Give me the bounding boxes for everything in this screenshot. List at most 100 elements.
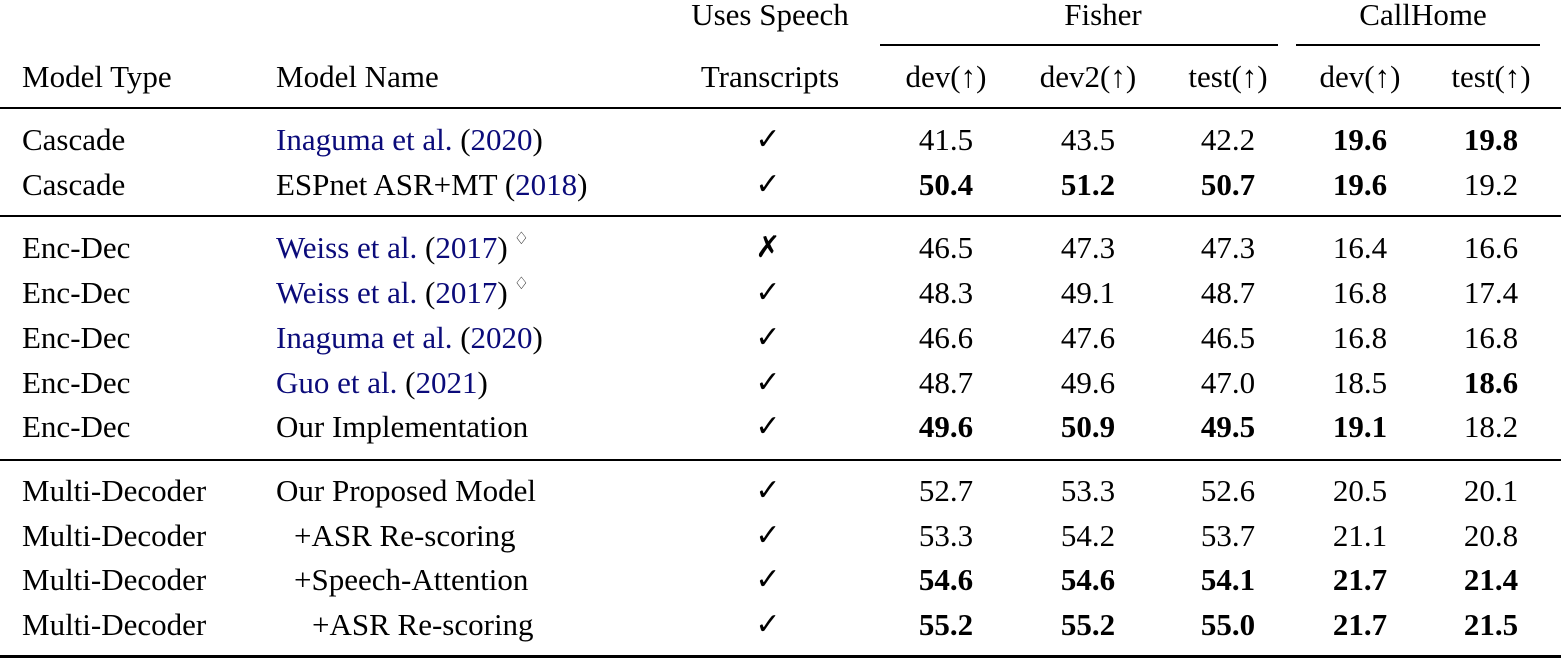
cell-fisher-dev: 48.3 bbox=[918, 275, 974, 310]
header-group-callhome: CallHome bbox=[1359, 0, 1487, 32]
cell-fisher-test: 42.2 bbox=[1200, 122, 1256, 157]
check-icon: ✓ bbox=[755, 518, 781, 553]
header-transcripts: Transcripts bbox=[700, 59, 840, 94]
cell-fisher-dev2: 47.6 bbox=[1060, 320, 1116, 355]
cell-model-type: Enc-Dec bbox=[22, 230, 131, 265]
cell-model-type: Multi-Decoder bbox=[22, 473, 207, 508]
check-icon: ✓ bbox=[755, 320, 781, 355]
cell-fisher-dev: 49.6 bbox=[918, 409, 974, 444]
cell-fisher-dev: 41.5 bbox=[918, 122, 974, 157]
cell-fisher-dev: 54.6 bbox=[918, 562, 974, 597]
header-fisher-test: test(↑) bbox=[1188, 59, 1268, 94]
check-icon: ✓ bbox=[755, 409, 781, 444]
cell-callhome-test: 21.5 bbox=[1463, 607, 1519, 642]
model-name-text: +ASR Re-scoring bbox=[294, 518, 516, 553]
paren-open: ( bbox=[405, 365, 416, 400]
cell-fisher-dev2: 55.2 bbox=[1060, 607, 1116, 642]
model-name-text: Our Implementation bbox=[276, 409, 529, 444]
paren-close: ) bbox=[532, 320, 543, 355]
top-rule bbox=[0, 107, 1561, 109]
cell-fisher-dev: 53.3 bbox=[918, 518, 974, 553]
cell-callhome-dev: 16.8 bbox=[1332, 275, 1388, 310]
cell-model-type: Cascade bbox=[22, 167, 126, 202]
cell-model-name: Our Proposed Model bbox=[276, 473, 536, 509]
check-icon: ✓ bbox=[755, 365, 781, 400]
citation-link[interactable]: Inaguma et al. bbox=[276, 320, 453, 355]
cell-fisher-dev2: 54.6 bbox=[1060, 562, 1116, 597]
citation-year-link[interactable]: 2018 bbox=[515, 167, 578, 202]
cell-fisher-dev: 48.7 bbox=[918, 365, 974, 400]
check-icon: ✓ bbox=[755, 473, 781, 508]
cell-model-name: +ASR Re-scoring bbox=[294, 518, 516, 554]
citation-year-link[interactable]: 2017 bbox=[435, 230, 498, 265]
cell-model-name: +ASR Re-scoring bbox=[312, 607, 534, 643]
citation-year-link[interactable]: 2020 bbox=[470, 320, 533, 355]
citation-link[interactable]: Weiss et al. bbox=[276, 230, 418, 265]
cell-fisher-dev: 46.6 bbox=[918, 320, 974, 355]
cell-fisher-dev: 52.7 bbox=[918, 473, 974, 508]
cell-callhome-dev: 16.4 bbox=[1332, 230, 1388, 265]
paren-open: ( bbox=[425, 275, 436, 310]
header-model-name: Model Name bbox=[276, 59, 439, 94]
cell-fisher-dev2: 54.2 bbox=[1060, 518, 1116, 553]
citation-year-link[interactable]: 2020 bbox=[470, 122, 533, 157]
cell-callhome-test: 17.4 bbox=[1463, 275, 1519, 310]
header-model-type: Model Type bbox=[22, 59, 172, 94]
cell-model-type: Enc-Dec bbox=[22, 320, 131, 355]
cell-fisher-dev: 46.5 bbox=[918, 230, 974, 265]
cell-callhome-test: 18.2 bbox=[1463, 409, 1519, 444]
cell-callhome-test: 16.6 bbox=[1463, 230, 1519, 265]
cell-model-type: Enc-Dec bbox=[22, 275, 131, 310]
paren-open: ( bbox=[460, 122, 471, 157]
cell-model-name: Our Implementation bbox=[276, 409, 528, 445]
cell-model-type: Multi-Decoder bbox=[22, 518, 207, 553]
paren-open: ( bbox=[460, 320, 471, 355]
check-icon: ✓ bbox=[755, 275, 781, 310]
model-name-text: +ASR Re-scoring bbox=[312, 607, 534, 642]
header-fisher-dev2: dev2(↑) bbox=[1039, 59, 1137, 94]
check-icon: ✓ bbox=[755, 167, 781, 202]
diamond-icon: ♢ bbox=[513, 229, 529, 249]
cell-callhome-dev: 19.1 bbox=[1332, 409, 1388, 444]
midrule-encdec bbox=[0, 459, 1561, 461]
check-icon: ✓ bbox=[755, 562, 781, 597]
cell-model-name: Weiss et al. (2017) ♢ bbox=[276, 274, 529, 316]
citation-year-link[interactable]: 2017 bbox=[435, 275, 498, 310]
cell-fisher-test: 54.1 bbox=[1200, 562, 1256, 597]
paren-open: ( bbox=[425, 230, 436, 265]
cell-callhome-test: 20.1 bbox=[1463, 473, 1519, 508]
header-callhome-test: test(↑) bbox=[1451, 59, 1531, 94]
paren-close: ) bbox=[532, 122, 543, 157]
cell-callhome-dev: 21.7 bbox=[1332, 562, 1388, 597]
cell-fisher-dev2: 50.9 bbox=[1060, 409, 1116, 444]
cell-fisher-dev2: 51.2 bbox=[1060, 167, 1116, 202]
cmidrule-callhome bbox=[1296, 44, 1540, 46]
citation-link[interactable]: Inaguma et al. bbox=[276, 122, 453, 157]
model-name-text: Our Proposed Model bbox=[276, 473, 537, 508]
paren-open: ( bbox=[504, 167, 516, 202]
citation-link[interactable]: Weiss et al. bbox=[276, 275, 418, 310]
cell-fisher-test: 47.0 bbox=[1200, 365, 1256, 400]
citation-link[interactable]: Guo et al. bbox=[276, 365, 398, 400]
cell-callhome-test: 20.8 bbox=[1463, 518, 1519, 553]
paren-close: ) bbox=[497, 275, 508, 310]
cell-fisher-test: 53.7 bbox=[1200, 518, 1256, 553]
cell-callhome-test: 16.8 bbox=[1463, 320, 1519, 355]
cell-callhome-dev: 16.8 bbox=[1332, 320, 1388, 355]
cell-model-name: Inaguma et al. (2020) bbox=[276, 320, 543, 356]
cell-callhome-test: 21.4 bbox=[1463, 562, 1519, 597]
model-name-text: +Speech-Attention bbox=[294, 562, 529, 597]
cell-fisher-test: 55.0 bbox=[1200, 607, 1256, 642]
cell-fisher-test: 52.6 bbox=[1200, 473, 1256, 508]
paren-close: ) bbox=[497, 230, 508, 265]
cell-model-name: +Speech-Attention bbox=[294, 562, 528, 598]
check-icon: ✓ bbox=[755, 122, 781, 157]
cell-callhome-dev: 18.5 bbox=[1332, 365, 1388, 400]
cell-model-name: ESPnet ASR+MT (2018) bbox=[276, 167, 587, 203]
cmidrule-fisher bbox=[880, 44, 1278, 46]
cell-fisher-dev2: 53.3 bbox=[1060, 473, 1116, 508]
cell-callhome-test: 19.8 bbox=[1463, 122, 1519, 157]
cell-callhome-dev: 21.7 bbox=[1332, 607, 1388, 642]
citation-year-link[interactable]: 2021 bbox=[415, 365, 478, 400]
header-uses-speech: Uses Speech bbox=[691, 0, 849, 32]
